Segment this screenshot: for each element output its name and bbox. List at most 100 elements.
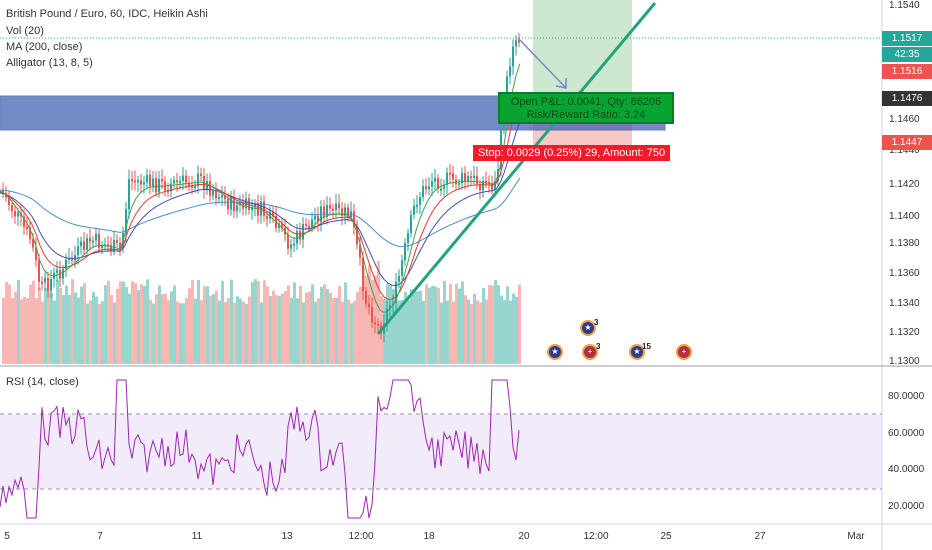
- volume-bar: [449, 283, 452, 364]
- volume-bar: [404, 291, 407, 364]
- volume-bar: [170, 291, 173, 364]
- volume-bar: [74, 292, 77, 364]
- volume-bar: [275, 295, 278, 364]
- volume-bar: [23, 296, 26, 364]
- volume-bar: [299, 285, 302, 364]
- volume-bar: [236, 296, 239, 364]
- time-tick: 11: [191, 531, 203, 542]
- volume-bar: [44, 287, 47, 364]
- time-tick: 27: [754, 531, 766, 542]
- volume-bar: [245, 303, 248, 364]
- alligator-jaw: [0, 121, 521, 287]
- stop-label[interactable]: Stop: 0.0029 (0.25%) 29, Amount: 750: [473, 145, 671, 161]
- volume-bar: [65, 285, 68, 364]
- volume-bar: [68, 295, 71, 364]
- volume-bar: [182, 303, 185, 364]
- volume-bar: [515, 296, 518, 364]
- volume-bar: [311, 284, 314, 364]
- volume-bar: [470, 303, 473, 364]
- volume-bar: [251, 282, 254, 364]
- volume-bar: [203, 286, 206, 364]
- volume-bar: [503, 300, 506, 364]
- rsi-tick: 40.0000: [888, 464, 925, 475]
- volume-bar: [494, 279, 497, 364]
- uk-flag-icon[interactable]: +: [582, 344, 598, 360]
- volume-bar: [137, 290, 140, 364]
- volume-bar: [38, 287, 41, 364]
- volume-bar: [338, 285, 341, 364]
- volume-bar: [77, 297, 80, 364]
- volume-bar: [230, 279, 233, 364]
- eu-flag-icon[interactable]: ★: [580, 320, 596, 336]
- volume-bar: [80, 286, 83, 364]
- price-tick: 1.1400: [889, 211, 920, 222]
- volume-bar: [5, 282, 8, 364]
- study-ma[interactable]: MA (200, close): [6, 41, 83, 53]
- rsi-tick: 20.0000: [888, 501, 925, 512]
- volume-bar: [329, 292, 332, 364]
- price-tick: 1.1340: [889, 298, 920, 309]
- volume-bar: [308, 291, 311, 364]
- volume-bar: [302, 302, 305, 364]
- time-tick: Mar: [847, 531, 865, 542]
- volume-bar: [242, 301, 245, 364]
- volume-bar: [344, 282, 347, 364]
- volume-bar: [482, 287, 485, 364]
- volume-bar: [419, 290, 422, 364]
- volume-bar: [356, 291, 359, 364]
- volume-bar: [98, 303, 101, 364]
- volume-bar: [365, 275, 368, 364]
- volume-bar: [317, 298, 320, 364]
- eu-flag-icon[interactable]: ★: [547, 344, 563, 360]
- volume-bar: [452, 301, 455, 364]
- volume-bar: [188, 288, 191, 364]
- candlesticks: [2, 33, 520, 342]
- volume-bar: [362, 267, 365, 364]
- volume-bar: [71, 279, 74, 364]
- volume-bar: [2, 297, 5, 364]
- time-tick: 18: [423, 531, 435, 542]
- volume-bar: [218, 300, 221, 364]
- volume-bar: [191, 280, 194, 364]
- volume-bar: [437, 288, 440, 364]
- rsi-legend[interactable]: RSI (14, close): [6, 376, 79, 388]
- volume-bar: [341, 301, 344, 364]
- time-tick: 13: [281, 531, 293, 542]
- volume-bar: [491, 285, 494, 364]
- time-tick: 25: [660, 531, 672, 542]
- event-count: 3: [594, 318, 599, 327]
- target-zone: [533, 0, 632, 95]
- volume-bar: [86, 303, 89, 364]
- bid-tag: 1.1516: [882, 64, 932, 79]
- volume-bar: [347, 299, 350, 364]
- volume-bar: [47, 291, 50, 364]
- stop-tag: 1.1447: [882, 135, 932, 150]
- study-volume[interactable]: Vol (20): [6, 25, 44, 37]
- volume-bar: [26, 298, 29, 364]
- volume-bar: [422, 300, 425, 364]
- volume-bar: [50, 293, 53, 364]
- volume-bar: [224, 301, 227, 364]
- volume-bar: [395, 301, 398, 364]
- volume-bar: [113, 302, 116, 364]
- volume-bar: [83, 283, 86, 364]
- volume-bar: [59, 287, 62, 364]
- volume-bar: [194, 298, 197, 364]
- rr-label: Risk/Reward Ratio: 3.24: [526, 109, 646, 121]
- indicator-lines: [0, 63, 521, 314]
- volume-bar: [281, 293, 284, 364]
- study-alligator[interactable]: Alligator (13, 8, 5): [6, 57, 93, 69]
- volume-bar: [209, 295, 212, 364]
- volume-bar: [287, 285, 290, 364]
- rsi-line: [0, 379, 520, 519]
- pnl-box[interactable]: Open P&L: 0.0041, Qty: 86206 Risk/Reward…: [498, 92, 674, 124]
- volume-bar: [272, 290, 275, 364]
- eu-flag-icon[interactable]: ★: [629, 344, 645, 360]
- price-tick: 1.1440: [889, 145, 920, 156]
- uk-flag-icon[interactable]: +: [676, 344, 692, 360]
- volume-bar: [455, 283, 458, 364]
- price-tick: 1.1360: [889, 268, 920, 279]
- volume-bar: [134, 283, 137, 364]
- volume-bar: [215, 290, 218, 364]
